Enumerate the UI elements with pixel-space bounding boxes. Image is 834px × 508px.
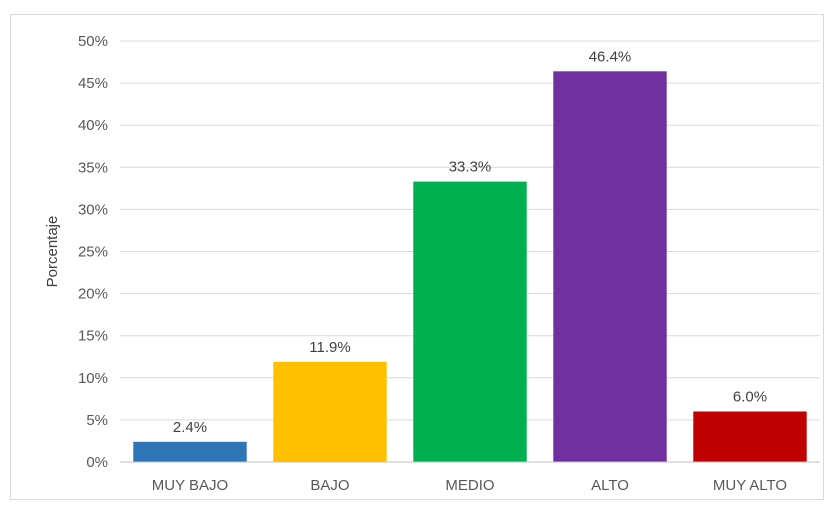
x-tick-label: BAJO <box>310 477 349 494</box>
data-label: 6.0% <box>733 388 767 405</box>
y-tick-label: 40% <box>78 117 108 134</box>
data-label: 2.4% <box>173 419 207 436</box>
data-label: 46.4% <box>589 48 632 65</box>
x-tick-label: MUY ALTO <box>713 477 787 494</box>
bar-medio <box>413 181 527 462</box>
y-axis-title: Porcentaje <box>44 216 61 288</box>
bar-muy-bajo <box>133 441 247 462</box>
bar-muy-alto <box>693 411 807 462</box>
y-tick-label: 20% <box>78 286 108 303</box>
y-tick-label: 45% <box>78 75 108 92</box>
bar-alto <box>553 71 667 462</box>
x-axis-ticks: MUY BAJO BAJO MEDIO ALTO MUY ALTO <box>152 477 787 494</box>
data-labels: 2.4% 11.9% 33.3% 46.4% 6.0% <box>173 48 767 435</box>
x-tick-label: MEDIO <box>445 477 494 494</box>
y-tick-label: 0% <box>86 454 108 471</box>
data-label: 11.9% <box>309 339 350 356</box>
y-tick-label: 30% <box>78 201 108 218</box>
data-label: 33.3% <box>449 159 492 176</box>
y-tick-label: 25% <box>78 244 108 261</box>
bars <box>133 71 807 462</box>
y-tick-label: 50% <box>78 33 108 50</box>
x-tick-label: ALTO <box>591 477 629 494</box>
y-tick-label: 5% <box>86 412 108 429</box>
y-tick-label: 15% <box>78 328 108 345</box>
bar-bajo <box>273 361 387 462</box>
x-tick-label: MUY BAJO <box>152 477 228 494</box>
y-axis-ticks: 0% 5% 10% 15% 20% 25% 30% 35% 40% 45% 50% <box>78 33 108 471</box>
y-tick-label: 35% <box>78 159 108 176</box>
y-tick-label: 10% <box>78 370 108 387</box>
